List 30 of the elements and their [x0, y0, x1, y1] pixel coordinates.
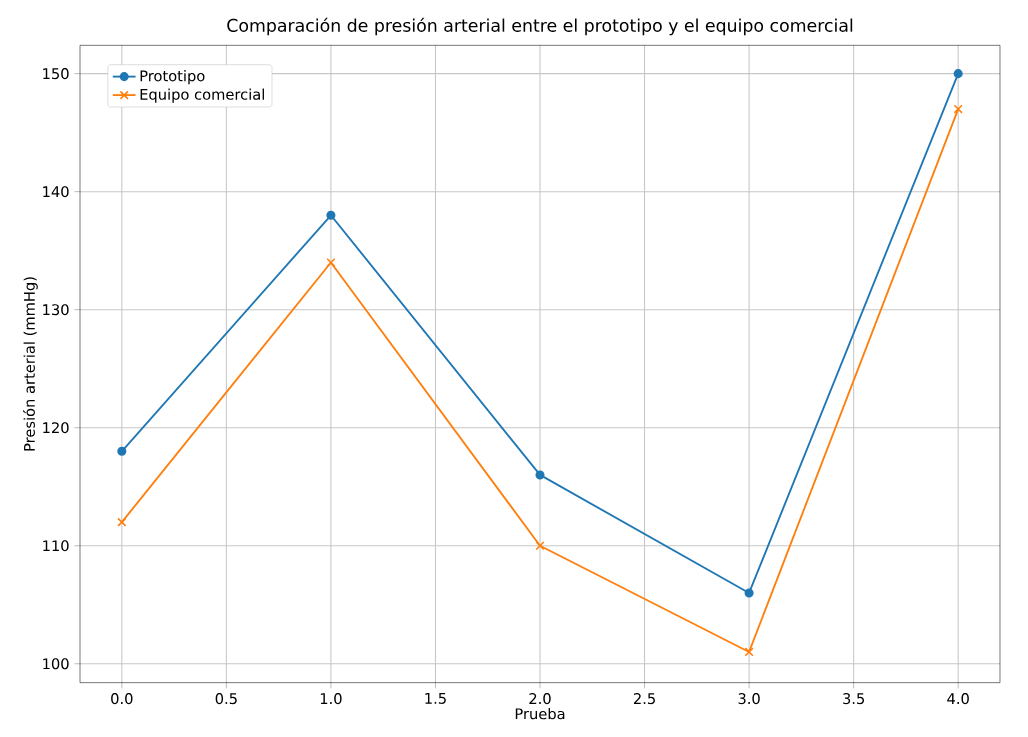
- point: [326, 210, 336, 220]
- point: [744, 588, 754, 598]
- point: [535, 541, 545, 551]
- chart-title: Comparación de presión arterial entre el prototipo y el equipo comercial: [227, 17, 853, 36]
- x-axis-title: Prueba: [515, 707, 565, 720]
- point: [535, 470, 545, 480]
- y-tick-label: 110: [43, 540, 69, 552]
- y-tick-label: 120: [43, 422, 69, 434]
- x-tick-label: 3.5: [843, 692, 865, 704]
- point: [953, 104, 963, 114]
- x-tick-label: 0.5: [215, 692, 237, 704]
- x-tick-label: 1.5: [425, 692, 446, 704]
- x-tick-label: 1.0: [320, 692, 342, 704]
- x-tick-label: 2.0: [529, 692, 551, 704]
- y-tick-label: 130: [43, 304, 69, 316]
- point: [117, 446, 127, 456]
- y-tick-label: 150: [43, 67, 69, 80]
- legend-label: Equipo comercial: [140, 88, 264, 103]
- x-tick-label: 4.0: [947, 692, 969, 704]
- x-tick-label: 0.0: [111, 692, 133, 704]
- legend-label: Prototipo: [140, 69, 205, 85]
- y-axis-title: Presión arterial (mmHg): [23, 277, 38, 451]
- point: [953, 68, 963, 79]
- x-tick-label: 2.5: [633, 692, 655, 704]
- x-tick-label: 3.0: [738, 692, 760, 704]
- point: [744, 647, 754, 657]
- point: [117, 517, 127, 527]
- y-tick-label: 100: [43, 658, 69, 670]
- y-tick-label: 140: [43, 185, 69, 198]
- point: [326, 257, 336, 267]
